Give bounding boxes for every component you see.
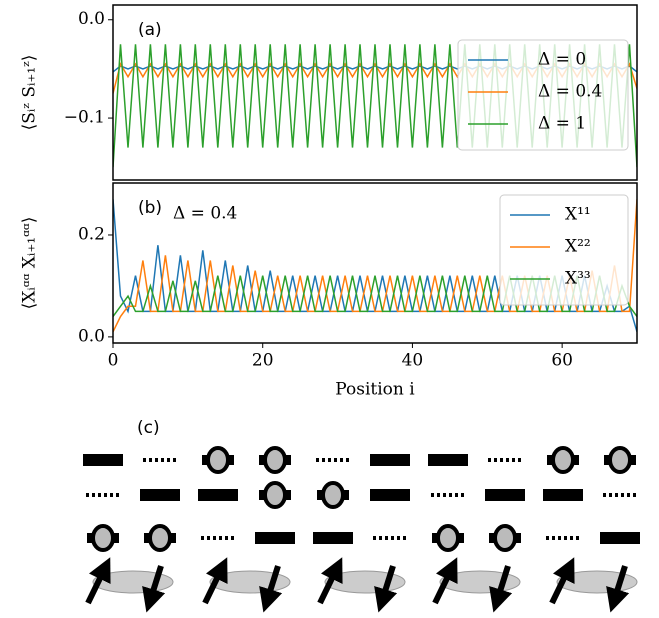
legend-label: Δ = 0.4 [538,82,602,102]
spin-up [432,557,458,605]
panel-label: (c) [137,418,160,438]
spin-down [374,565,398,613]
site [263,481,287,509]
bond [370,489,410,501]
plot-frame [112,182,638,344]
site [91,524,115,552]
bond [83,454,123,466]
x-axis-label: Position i [335,380,415,400]
spin-down [259,565,283,613]
site [148,524,172,552]
x-tick-label: 20 [252,351,274,371]
site [263,446,287,474]
y-tick-label: 0.2 [78,224,105,244]
site [493,524,517,552]
legend-frame [457,39,629,151]
spin-down [142,565,166,613]
spin-down [489,565,513,613]
spin-up [549,557,575,605]
bond [140,489,180,501]
spin-up [85,557,111,605]
bond [255,532,295,544]
bond [313,532,353,544]
legend-label: X¹¹ [565,205,591,225]
legend-label: Δ = 0 [538,50,586,70]
bond [485,489,525,501]
spin-up [202,557,228,605]
site [206,446,230,474]
bond [428,454,468,466]
bond [600,532,640,544]
legend-label: Δ = 1 [538,114,586,134]
diagram [83,446,640,613]
bond [198,489,238,501]
x-tick-label: 60 [551,351,573,371]
bond [370,454,410,466]
panel-subtitle: Δ = 0.4 [173,204,237,224]
site [436,524,460,552]
y-tick-label: 0.0 [78,326,105,346]
y-tick-label: 0.0 [78,9,105,29]
site [321,481,345,509]
y-axis-label: ⟨Xᵢᵅᵅ Xᵢ₊₁ᵅᵅ⟩ [20,217,40,310]
bond [543,489,583,501]
panel-label: (a) [138,20,162,40]
site [608,446,632,474]
y-tick-label: −0.1 [64,108,105,128]
legend-label: X²² [565,237,591,257]
site [551,446,575,474]
panel-label: (b) [138,198,162,218]
spin-up [317,557,343,605]
x-tick-label: 40 [402,351,424,371]
x-tick-label: 0 [108,351,119,371]
y-axis-label: ⟨Sᵢᶻ Sᵢ₊₁ᶻ⟩ [20,55,40,131]
spin-down [606,565,630,613]
legend-label: X³³ [565,269,591,289]
legend-frame [499,194,629,306]
plot-frame [112,4,638,181]
